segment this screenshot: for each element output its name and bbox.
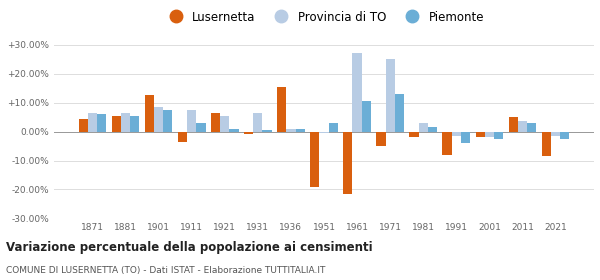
Bar (485, 132, 494, 137)
Bar (196, 123, 206, 132)
Bar (442, 132, 452, 155)
Bar (452, 132, 461, 136)
Bar (343, 132, 352, 194)
Bar (253, 113, 262, 132)
Bar (542, 132, 551, 156)
Bar (286, 129, 296, 132)
Bar (509, 117, 518, 132)
Text: COMUNE DI LUSERNETTA (TO) - Dati ISTAT - Elaborazione TUTTITALIA.IT: COMUNE DI LUSERNETTA (TO) - Dati ISTAT -… (6, 266, 325, 275)
Bar (494, 132, 503, 139)
Bar (386, 59, 395, 132)
Bar (395, 94, 404, 132)
Bar (244, 132, 253, 134)
Bar (428, 127, 437, 132)
Bar (518, 122, 527, 132)
Bar (97, 114, 106, 132)
Bar (154, 107, 163, 132)
Bar (352, 53, 362, 132)
Bar (310, 132, 319, 186)
Bar (262, 130, 272, 132)
Bar (229, 129, 239, 132)
Bar (551, 132, 560, 136)
Bar (296, 129, 305, 132)
Bar (163, 110, 172, 132)
Bar (461, 132, 470, 143)
Bar (329, 123, 338, 132)
Bar (121, 113, 130, 132)
Bar (476, 132, 485, 137)
Bar (409, 132, 419, 137)
Bar (419, 123, 428, 132)
Bar (319, 132, 329, 133)
Bar (560, 132, 569, 139)
Bar (376, 132, 386, 146)
Bar (187, 110, 196, 132)
Bar (112, 116, 121, 132)
Bar (145, 95, 154, 132)
Bar (211, 113, 220, 132)
Bar (178, 132, 187, 142)
Bar (130, 116, 139, 132)
Bar (527, 123, 536, 132)
Bar (277, 87, 286, 132)
Text: Variazione percentuale della popolazione ai censimenti: Variazione percentuale della popolazione… (6, 241, 373, 254)
Legend: Lusernetta, Provincia di TO, Piemonte: Lusernetta, Provincia di TO, Piemonte (159, 6, 489, 28)
Bar (79, 119, 88, 132)
Bar (362, 101, 371, 132)
Bar (220, 116, 229, 132)
Bar (88, 113, 97, 132)
